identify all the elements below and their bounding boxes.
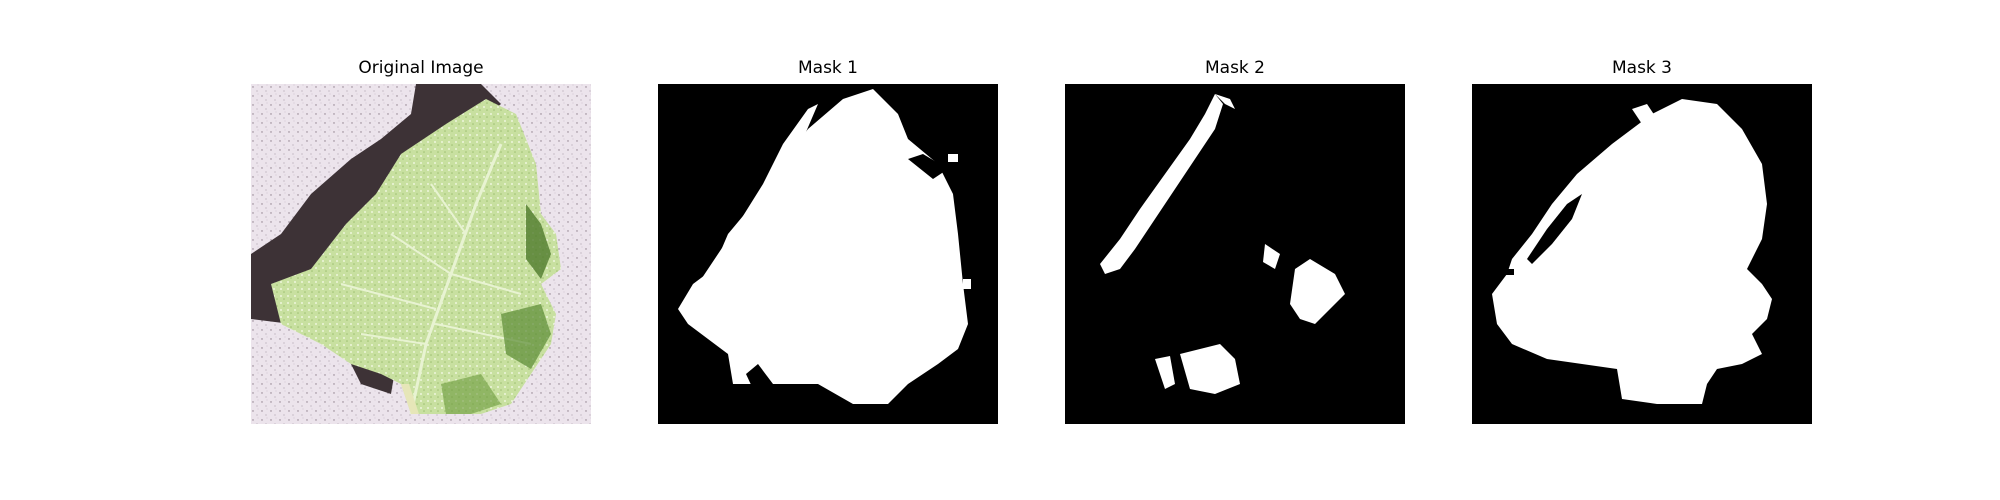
- mask-1-title: Mask 1: [797, 58, 858, 78]
- original-image-title: Original Image: [358, 58, 484, 78]
- mask-2-image: [1065, 84, 1405, 424]
- original-image: [251, 84, 591, 424]
- mask-3-image: [1472, 84, 1812, 424]
- mask-3-title: Mask 3: [1611, 58, 1672, 78]
- mask-2-title: Mask 2: [1204, 58, 1265, 78]
- mask-1-image: [658, 84, 998, 424]
